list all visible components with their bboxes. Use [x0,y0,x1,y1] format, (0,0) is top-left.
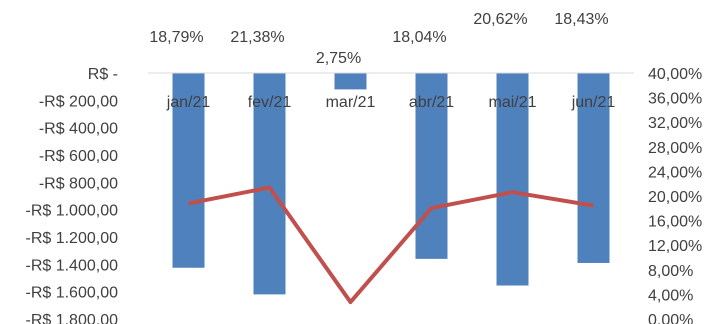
right-axis-tick-label: 4,00% [648,287,693,304]
left-axis-tick-label: -R$ 1.200,00 [25,230,118,247]
right-axis-tick-label: 0,00% [648,312,693,324]
right-axis-tick-label: 20,00% [648,189,702,206]
left-axis-tick-label: -R$ 1.400,00 [25,257,118,274]
data-label-mar/21: 2,75% [316,50,361,67]
category-label: mai/21 [488,94,536,111]
left-axis-tick-label: -R$ 600,00 [39,148,118,165]
left-axis-tick-label: R$ - [88,66,118,83]
left-axis-tick-label: -R$ 1.000,00 [25,203,118,220]
bar-jun/21 [577,73,610,263]
bar-series [172,73,610,295]
category-labels: jan/21 fev/21 mar/21 abr/21 mai/21 jun/21 [166,94,616,111]
data-label-jun/21: 18,43% [554,11,608,28]
category-label: mar/21 [326,94,376,111]
category-label: abr/21 [409,94,454,111]
right-axis-tick-label: 16,00% [648,214,702,231]
data-label-abr/21: 18,04% [392,29,446,46]
bar-fev/21 [253,73,286,295]
left-axis-tick-label: -R$ 800,00 [39,175,118,192]
category-label: jan/21 [166,94,211,111]
data-label-fev/21: 21,38% [230,29,284,46]
category-label: fev/21 [248,94,292,111]
left-axis-tick-label: -R$ 400,00 [39,121,118,138]
right-axis-tick-label: 8,00% [648,263,693,280]
line-data-labels: 18,79% 21,38% 2,75% 18,04% 20,62% 18,43% [149,11,608,67]
data-label-mai/21: 20,62% [473,11,527,28]
bar-abr/21 [415,73,448,259]
right-axis-tick-label: 12,00% [648,238,702,255]
left-axis-tick-label: -R$ 200,00 [39,93,118,110]
left-axis-tick-labels: R$ - -R$ 200,00 -R$ 400,00 -R$ 600,00 -R$ 80… [25,66,118,324]
bar-mai/21 [496,73,529,286]
right-axis-tick-label: 36,00% [648,91,702,108]
right-axis-tick-label: 28,00% [648,140,702,157]
right-axis-tick-label: 32,00% [648,115,702,132]
bar-mar/21 [334,73,367,90]
category-label: jun/21 [571,94,616,111]
data-label-jan/21: 18,79% [149,29,203,46]
right-axis-tick-labels: 40,00% 36,00% 32,00% 28,00% 24,00% 20,00% 16,0… [648,66,702,324]
left-axis-tick-label: -R$ 1.600,00 [25,285,118,302]
left-axis-tick-label: -R$ 1.800,00 [25,312,118,324]
line-series [188,185,594,305]
right-axis-tick-label: 24,00% [648,164,702,181]
right-axis-tick-label: 40,00% [648,66,702,83]
bar-jan/21 [172,73,205,268]
